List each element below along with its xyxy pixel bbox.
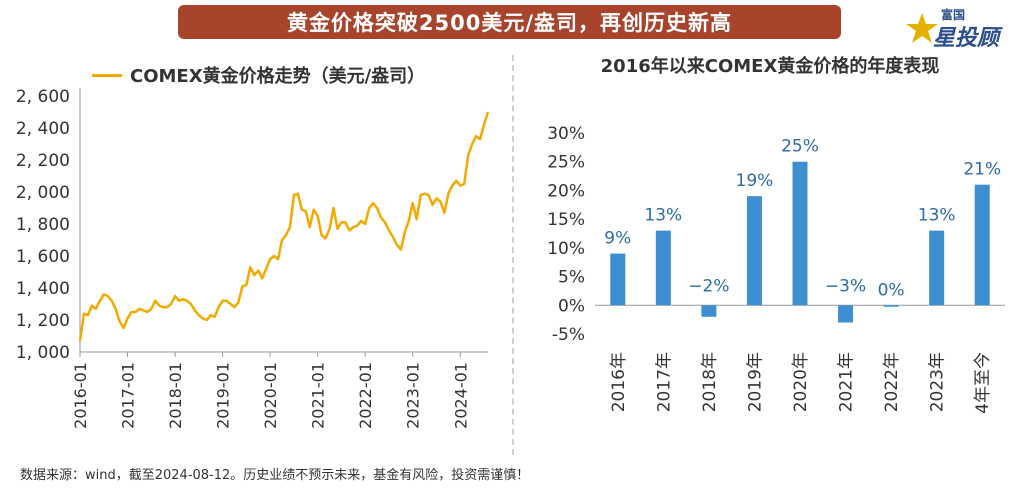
bar-chart-title: 2016年以来COMEX黄金价格的年度表现 <box>600 56 940 77</box>
y-tick-label: 2, 000 <box>16 183 70 203</box>
bar-chart: -5% 0% 5% 10% 15% 20% 25% 30% 9% 2016年 13% 2017年 −2%… <box>547 124 1005 414</box>
x-tick-label: 2018年 <box>700 352 720 412</box>
data-label: 13% <box>918 206 956 226</box>
x-tick-label: 2016-01 <box>71 362 90 429</box>
y-tick-label: 20% <box>547 181 585 201</box>
y-tick-label: 1, 400 <box>16 279 70 299</box>
x-tick-label: 2020-01 <box>261 362 280 429</box>
x-tick-label: 2021-01 <box>309 362 328 429</box>
y-tick-label: -5% <box>552 325 585 345</box>
x-tick-label: 2020年 <box>791 352 811 412</box>
logo-main-text: 星投顾 <box>933 26 1000 51</box>
x-tick-label: 2016年 <box>609 352 629 412</box>
x-tick-label: 2022年 <box>882 352 902 412</box>
y-tick-label: 5% <box>558 268 585 288</box>
legend-swatch <box>92 73 122 77</box>
y-tick-label: 2, 200 <box>16 151 70 171</box>
data-label: 9% <box>604 229 631 249</box>
y-tick-label: 1, 000 <box>16 343 70 363</box>
x-tick-label: 2022-01 <box>356 362 375 429</box>
bar <box>701 305 717 317</box>
y-tick-label: 15% <box>547 210 585 230</box>
y-tick-label: 2, 600 <box>16 87 70 107</box>
bar <box>883 305 899 307</box>
brand-logo: 富国 星投顾 <box>905 4 1017 52</box>
page-title: 黄金价格突破2500美元/盎司，再创历史新高 <box>286 11 733 35</box>
y-tick-label: 1, 800 <box>16 215 70 235</box>
data-label: 21% <box>963 160 1001 180</box>
bar <box>746 196 762 306</box>
y-tick-label: 1, 600 <box>16 247 70 267</box>
data-label: −3% <box>825 276 866 296</box>
bar <box>838 305 854 323</box>
y-tick-label: 2, 400 <box>16 119 70 139</box>
bar <box>974 184 990 306</box>
footer-note: 数据来源：wind，截至2024-08-12。历史业绩不预示未来，基金有风险，投… <box>20 468 530 483</box>
chart-divider <box>512 55 514 455</box>
logo-top-text: 富国 <box>941 8 966 22</box>
x-tick-label: 4年至今 <box>973 352 993 414</box>
data-label: 19% <box>736 171 774 191</box>
y-tick-label: 10% <box>547 239 585 259</box>
x-tick-label: 2017年 <box>654 352 674 412</box>
bar <box>610 253 626 306</box>
y-tick-label: 1, 200 <box>16 311 70 331</box>
data-label: 0% <box>878 280 905 300</box>
title-banner: 黄金价格突破2500美元/盎司，再创历史新高 <box>178 5 841 39</box>
x-tick-label: 2021年 <box>837 352 857 412</box>
x-tick-label: 2019-01 <box>214 362 233 429</box>
bar <box>655 230 671 306</box>
x-tick-label: 2018-01 <box>166 362 185 429</box>
data-label: 13% <box>644 206 682 226</box>
x-tick-label: 2017-01 <box>119 362 138 429</box>
legend-label: COMEX黄金价格走势（美元/盎司） <box>130 66 426 87</box>
x-tick-label: 2024-01 <box>451 362 470 429</box>
series-line-comex-gold <box>78 111 490 341</box>
y-tick-label: 0% <box>558 296 585 316</box>
bar <box>792 161 808 306</box>
x-tick-label: 2023-01 <box>404 362 423 429</box>
line-chart: 1, 000 1, 200 1, 400 1, 600 1, 800 2, 000 2, 2… <box>16 87 490 429</box>
line-chart-legend: COMEX黄金价格走势（美元/盎司） <box>92 62 425 88</box>
x-tick-label: 2019年 <box>745 352 765 412</box>
data-label: 25% <box>781 137 819 157</box>
y-tick-label: 30% <box>547 124 585 144</box>
y-tick-label: 25% <box>547 153 585 173</box>
x-tick-label: 2023年 <box>928 352 948 412</box>
bar <box>929 230 945 306</box>
data-label: −2% <box>688 276 729 296</box>
star-icon <box>906 13 938 43</box>
